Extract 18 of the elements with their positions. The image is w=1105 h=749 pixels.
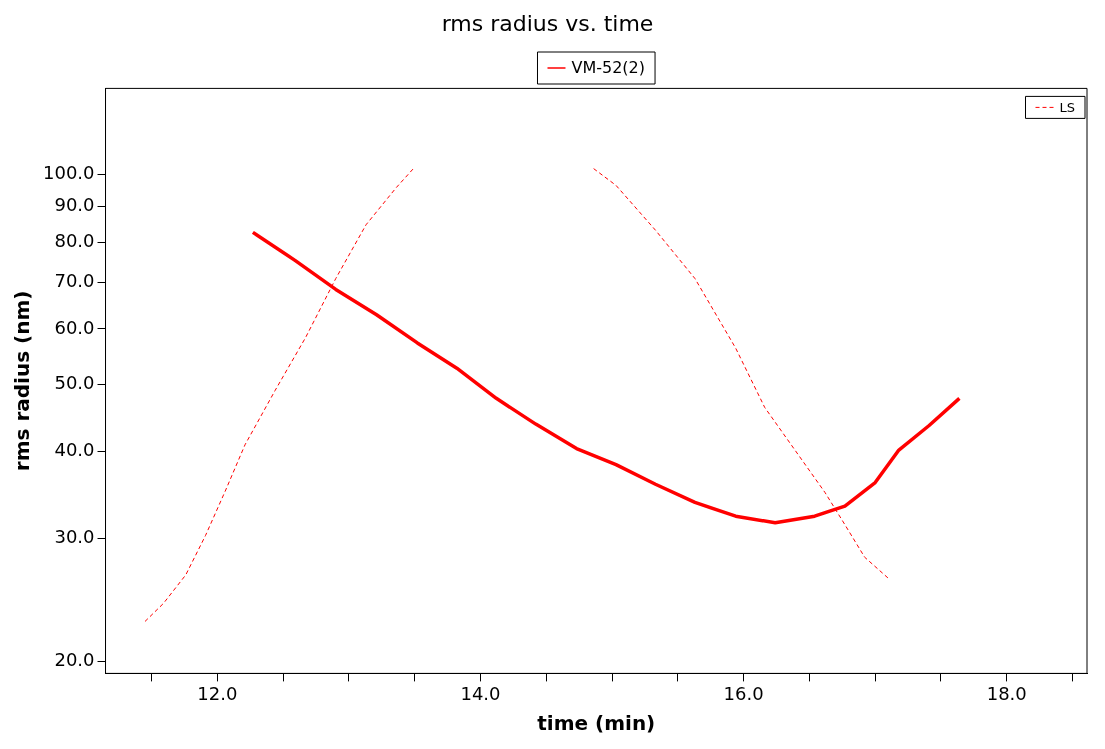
x-tick-label: 16.0 [723,682,764,704]
y-tick-label: 80.0 [54,229,95,251]
x-tick-label: 14.0 [460,682,501,704]
legend-label: LS [1059,99,1076,115]
y-tick-label: 100.0 [43,162,95,184]
y-tick-label: 30.0 [54,526,95,548]
chart-title: rms radius vs. time [441,10,654,36]
y-tick-label: 60.0 [54,316,95,338]
x-axis-title: time (min) [537,711,656,736]
y-tick-label: 20.0 [54,648,95,670]
legend-label: VM-52(2) [571,58,646,78]
y-tick-label: 50.0 [54,371,95,393]
y-axis-title: rms radius (nm) [10,290,35,472]
y-tick-label: 40.0 [54,439,95,461]
y-tick-label: 90.0 [54,194,95,216]
x-tick-label: 18.0 [986,682,1027,704]
x-tick-label: 12.0 [197,682,238,704]
y-tick-label: 70.0 [54,270,95,292]
